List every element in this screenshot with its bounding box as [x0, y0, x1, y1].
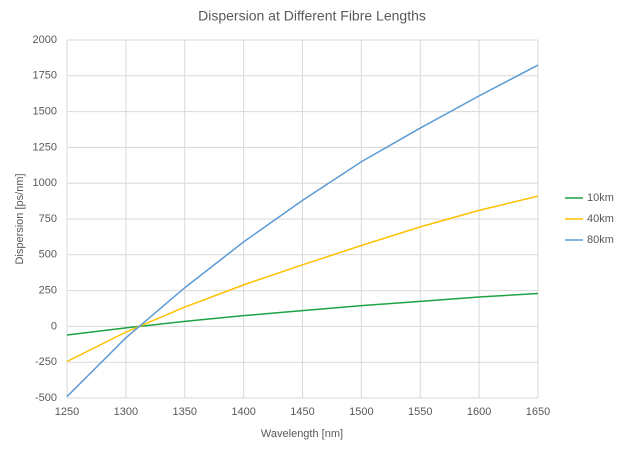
- x-tick-label: 1300: [114, 406, 138, 418]
- y-tick-label: 1000: [33, 177, 57, 189]
- legend-label: 80km: [587, 234, 614, 246]
- y-tick-label: 250: [39, 285, 57, 297]
- y-tick-label: 1250: [33, 141, 57, 153]
- y-tick-label: 2000: [33, 34, 57, 46]
- y-tick-label: 750: [39, 213, 57, 225]
- x-tick-label: 1250: [55, 406, 79, 418]
- x-tick-label: 1650: [526, 406, 550, 418]
- y-tick-label: 0: [51, 320, 57, 332]
- y-axis-label: Dispersion [ps/nm]: [14, 173, 26, 264]
- x-tick-label: 1350: [173, 406, 197, 418]
- x-axis-label: Wavelength [nm]: [261, 428, 343, 440]
- x-tick-label: 1600: [467, 406, 491, 418]
- x-tick-label: 1500: [349, 406, 373, 418]
- series-line: [66, 64, 539, 398]
- y-tick-label: 500: [39, 249, 57, 261]
- legend-label: 10km: [587, 192, 614, 204]
- y-tick-label: 1500: [33, 106, 57, 118]
- x-tick-label: 1400: [231, 406, 255, 418]
- chart-title: Dispersion at Different Fibre Lengths: [198, 8, 426, 24]
- legend-label: 40km: [587, 213, 614, 225]
- series-line: [66, 195, 539, 363]
- y-tick-label: 1750: [33, 70, 57, 82]
- series-line: [66, 292, 539, 336]
- y-tick-label: -500: [35, 392, 57, 404]
- y-tick-label: -250: [35, 356, 57, 368]
- x-tick-label: 1450: [290, 406, 314, 418]
- x-tick-label: 1550: [408, 406, 432, 418]
